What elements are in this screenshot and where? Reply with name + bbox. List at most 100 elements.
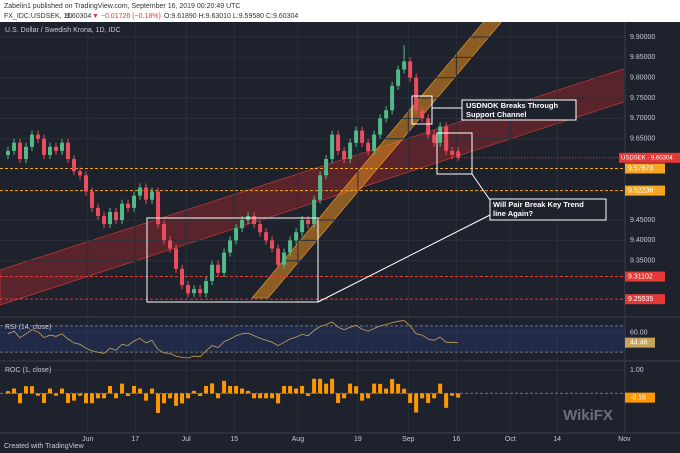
candle-body (168, 240, 173, 249)
roc-bar (108, 385, 113, 394)
candle-body (366, 142, 371, 151)
roc-bar (384, 388, 389, 394)
roc-bar (35, 393, 40, 396)
price-axis (625, 22, 680, 433)
roc-bar (96, 393, 101, 399)
roc-bar (72, 393, 77, 401)
rsi-line (7, 320, 459, 359)
price-tag (619, 152, 680, 163)
annotation-box (436, 132, 473, 175)
level-label: 9.25535 (628, 296, 653, 303)
candle-body (228, 240, 233, 253)
candle-body (198, 289, 203, 294)
roc-bar (192, 390, 197, 394)
candle-body (432, 134, 437, 143)
roc-bar (252, 393, 257, 399)
candle-body (29, 134, 34, 147)
roc-bar (78, 393, 83, 396)
roc-bar (162, 393, 167, 404)
roc-bar (432, 393, 437, 399)
candle-body (264, 232, 269, 241)
candle-body (222, 252, 227, 273)
x-tick-label: Sep (402, 436, 415, 443)
candle-body (11, 142, 16, 151)
y-tick-label: 9.90000 (630, 34, 655, 41)
candle-body (288, 240, 293, 253)
y-tick-label: 9.80000 (630, 75, 655, 82)
value-tag (625, 392, 655, 403)
roc-bar (23, 386, 28, 394)
candle-body (426, 118, 431, 135)
value-tag-label: 44.46 (630, 339, 648, 346)
roc-bar (282, 385, 287, 394)
roc-bar (53, 393, 58, 396)
candle-body (84, 175, 89, 192)
roc-bar (390, 378, 395, 394)
roc-bar (47, 388, 52, 394)
candle-body (384, 110, 389, 119)
candle-body (318, 175, 323, 200)
annotation-box (146, 217, 319, 303)
y-tick-label: 1.00 (630, 367, 644, 374)
y-tick-label: 9.40000 (630, 237, 655, 244)
roc-bar (420, 393, 425, 399)
roc-bar (17, 393, 22, 404)
roc-bar (348, 383, 353, 394)
candle-body (252, 215, 257, 225)
roc-bar (414, 393, 419, 413)
y-tick-label: 9.85000 (630, 54, 655, 61)
y-tick-label: 9.65000 (630, 136, 655, 143)
roc-bar (29, 386, 34, 394)
candle-body (17, 142, 22, 160)
candle-body (35, 134, 40, 139)
roc-bar (210, 383, 215, 394)
roc-bar (318, 378, 323, 394)
annotation-text: Will Pair Break Key Trend (493, 200, 584, 209)
roc-bar (408, 393, 413, 403)
ohlc: O:9.61890 H:9.63010 L:9.59580 C:9.60304 (164, 13, 298, 20)
candle-body (378, 118, 383, 135)
candle-body (216, 264, 221, 273)
roc-bar (270, 393, 275, 399)
candle-body (258, 224, 263, 233)
roc-bar (360, 393, 365, 401)
rsi-band (0, 325, 625, 353)
annotation-box (411, 95, 433, 125)
roc-bar (336, 393, 341, 403)
roc-bar (60, 388, 65, 394)
candle-body (174, 248, 179, 269)
candle-body (456, 151, 461, 158)
symbol: FX_IDC:USDSEK, 1D (4, 13, 72, 20)
candle-body (66, 142, 71, 160)
roc-bar (324, 383, 329, 394)
roc-bar (276, 393, 281, 404)
roc-bar (342, 393, 347, 399)
level-label: 9.52236 (628, 187, 653, 194)
x-tick-label: Aug (292, 436, 305, 443)
roc-bar (456, 393, 461, 398)
value-tag-label: -0.18 (630, 394, 646, 401)
chart-title: U.S. Dollar / Swedish Krona, 1D, IDC (5, 27, 121, 34)
y-tick-label: 9.35000 (630, 258, 655, 265)
candle-body (156, 191, 161, 225)
x-tick-label: 17 (131, 436, 139, 443)
candle-body (138, 187, 143, 196)
annotation-label-box (489, 198, 607, 221)
roc-bar (396, 383, 401, 394)
candle-body (294, 232, 299, 241)
watermark: WikiFX (563, 407, 613, 424)
roc-bar (11, 388, 16, 394)
level-tag (625, 294, 665, 305)
roc-bar (198, 393, 203, 396)
candle-body (234, 228, 239, 241)
roc-bar (330, 378, 335, 394)
candle-body (192, 289, 197, 294)
x-tick-label: Jun (82, 436, 93, 443)
level-tag (625, 271, 665, 282)
roc-bar (426, 393, 431, 403)
candle-body (438, 126, 443, 143)
roc-bar (366, 393, 371, 399)
header-bar (0, 0, 680, 22)
candle-body (120, 203, 125, 221)
connector (317, 214, 491, 303)
